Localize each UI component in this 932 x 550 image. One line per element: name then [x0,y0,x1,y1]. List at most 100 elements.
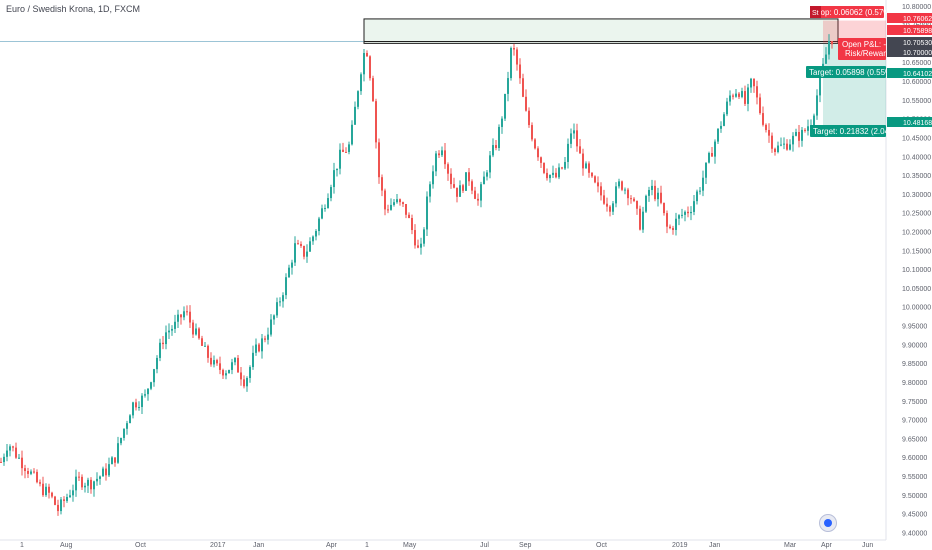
candle-body [744,91,746,104]
x-tick-label: Jul [480,542,489,549]
price-tag-label: 10.70530 [903,40,932,47]
y-tick-label: 10.05000 [902,286,931,293]
candle-body [381,177,383,191]
candle-body [816,95,818,116]
candle-body [450,173,452,185]
candle-body [45,486,47,496]
candle-body [216,360,218,364]
price-tag-bg [887,47,932,57]
candle-body [195,328,197,335]
y-tick-label: 9.55000 [902,474,927,481]
candle-body [321,208,323,219]
candle-body [240,372,242,380]
candle-body [177,314,179,322]
candle-body [768,130,770,136]
candle-body [183,311,185,318]
candle-body [279,301,281,303]
candle-body [765,124,767,131]
candle-body [606,203,608,207]
candle-body [360,74,362,92]
candle-body [567,143,569,162]
candle-body [159,342,161,358]
candle-body [627,189,629,199]
candle-body [471,181,473,191]
candle-body [132,402,134,416]
x-tick-label: Jan [253,542,264,549]
candle-body [675,218,677,230]
price-tag-label: 10.64102 [903,71,932,78]
candle-body [459,185,461,197]
candle-body [204,345,206,347]
candle-body [165,332,167,345]
candle-body [237,357,239,373]
y-tick-label: 10.00000 [902,305,931,312]
candle-body [48,486,50,493]
x-tick-label: Aug [60,542,73,549]
candle-body [633,198,635,201]
candle-body [543,162,545,173]
candle-body [312,236,314,242]
candle-body [750,78,752,88]
candle-body [408,214,410,219]
candle-body [564,161,566,169]
candle-body [309,241,311,252]
candle-body [123,428,125,438]
candle-body [666,213,668,227]
candle-body [528,110,530,126]
candle-body [33,471,35,473]
candle-body [219,363,221,370]
candle-body [516,49,518,65]
candle-body [333,170,335,188]
candle-body [201,338,203,346]
candle-body [399,199,401,203]
candle-body [351,124,353,145]
candle-body [807,126,809,131]
target-2-label: Target: 0.21832 (2.04%) 2 [813,127,906,136]
candle-body [483,176,485,185]
candle-body [804,129,806,131]
x-tick-label: Jun [862,542,873,549]
candle-body [501,118,503,127]
candle-body [648,189,650,196]
candle-body [519,64,521,79]
candle-body [777,145,779,153]
candle-body [186,311,188,313]
candle-body [354,106,356,125]
candle-body [609,206,611,212]
y-tick-label: 10.60000 [902,79,931,86]
candle-body [594,176,596,183]
price-tag-label: 10.48168 [903,120,932,127]
candle-body [732,95,734,97]
x-tick-label: Mar [784,542,797,549]
candle-body [51,492,53,497]
candle-body [294,243,296,263]
candle-body [264,338,266,340]
candle-body [15,447,17,458]
candle-body [417,245,419,248]
candle-body [357,91,359,107]
y-tick-label: 10.25000 [902,211,931,218]
candle-body [369,56,371,79]
candle-body [234,357,236,363]
candle-body [129,415,131,424]
candle-body [72,490,74,496]
candle-body [30,471,32,474]
candle-body [93,481,95,490]
candle-body [795,131,797,136]
candle-body [63,499,65,501]
symbol-title: Euro / Swedish Krona, 1D, FXCM [6,4,141,14]
candle-body [636,200,638,209]
candle-body [447,164,449,174]
price-tag-bg [887,13,932,23]
candle-body [831,41,833,45]
y-tick-label: 9.70000 [902,418,927,425]
candle-body [480,184,482,201]
candle-body [348,144,350,152]
target-1-label-bg [806,66,886,78]
candle-body [12,446,14,448]
candle-body [108,464,110,476]
candle-body [600,186,602,196]
candle-body [588,163,590,173]
